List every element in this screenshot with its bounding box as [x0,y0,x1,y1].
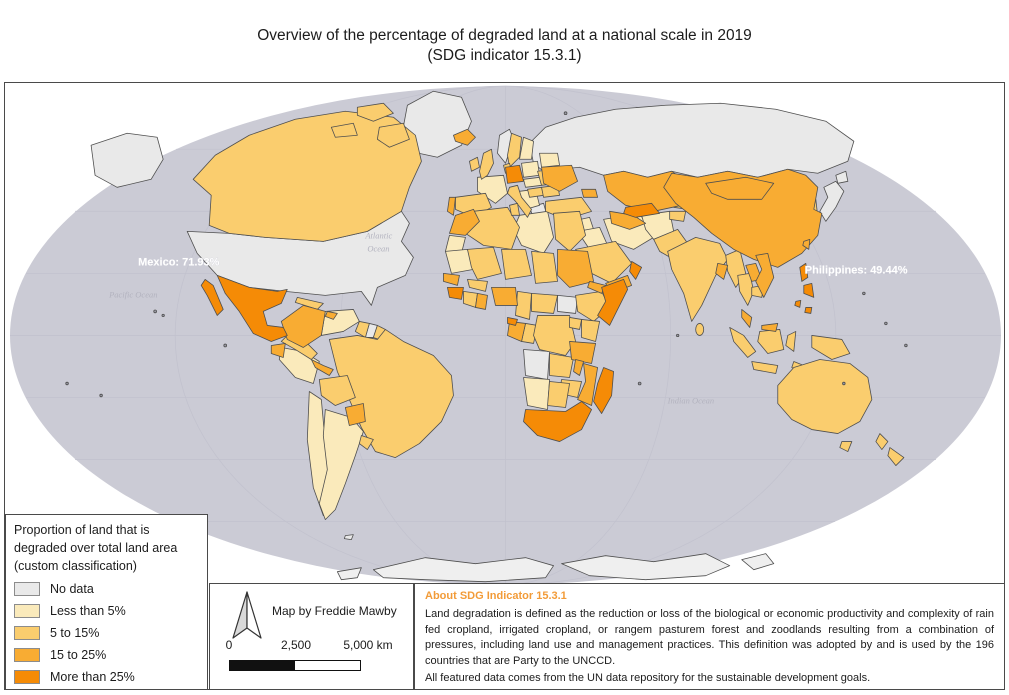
legend-items: No data Less than 5% 5 to 15% 15 to 25% … [14,578,199,688]
about-heading: About SDG Indicator 15.3.1 [425,590,567,602]
legend-swatch-5-to-15 [14,626,40,640]
legend-swatch-no-data [14,582,40,596]
legend-swatch-less-than-5 [14,604,40,618]
countries-no-data [90,90,855,541]
scale-panel: Map by Freddie Mawby 0 2,500 5,000 km [209,583,414,690]
north-arrow-icon [232,591,262,639]
scale-tick-end: 5,000 km [343,638,393,652]
legend-item-less-than-5: Less than 5% [14,600,199,622]
legend-title-line2: degraded over total land area [14,541,178,555]
annotation-philippines: Philippines: 49.44% [805,264,908,276]
legend-label: No data [50,582,94,596]
legend-item-15-to-25: 15 to 25% [14,644,199,666]
scale-bar-empty [295,661,360,670]
small-islands [65,111,908,398]
countries-less-than-5 [278,136,717,521]
legend-label: 5 to 15% [50,626,100,640]
countries-5-to-15 [192,102,905,466]
map-attribution: Map by Freddie Mawby [272,604,397,618]
country-philippines [794,262,815,314]
ocean-label-atlantic-1: Atlantic [364,230,392,240]
scale-bar [229,660,361,671]
map-title-line1: Overview of the percentage of degraded l… [257,27,752,44]
legend-title: Proportion of land that is degraded over… [14,521,199,575]
country-mexico-baja [200,278,224,316]
ocean-label-indian: Indian Ocean [667,396,715,406]
legend-label: More than 25% [50,670,135,684]
scale-bar-filled [230,661,295,670]
map-title: Overview of the percentage of degraded l… [0,26,1009,66]
legend-swatch-more-than-25 [14,670,40,684]
legend-panel: Proportion of land that is degraded over… [5,514,208,690]
about-panel: About SDG Indicator 15.3.1 Land degradat… [414,583,1005,690]
legend-label: 15 to 25% [50,648,107,662]
map-frame: Pacific Ocean Atlantic Ocean Indian Ocea… [4,82,1005,690]
scale-tick-mid: 2,500 [280,638,312,652]
legend-label: Less than 5% [50,604,126,618]
legend-item-more-than-25: More than 25% [14,666,199,688]
ocean-label-pacific: Pacific Ocean [108,289,157,299]
ocean-label-atlantic-2: Ocean [367,243,389,253]
countries-15-to-25 [270,128,823,426]
world-map: Pacific Ocean Atlantic Ocean Indian Ocea… [10,85,1001,586]
legend-title-line3: (custom classification) [14,559,137,573]
countries-more-than-25 [200,164,815,442]
legend-item-no-data: No data [14,578,199,600]
scale-ticks: 0 2,500 5,000 km [210,638,415,654]
about-paragraph-2: All featured data comes from the UN data… [425,672,871,684]
about-paragraph-1: Land degradation is defined as the reduc… [425,608,994,667]
map-title-line2: (SDG indicator 15.3.1) [427,47,582,64]
legend-title-line1: Proportion of land that is [14,523,150,537]
annotation-mexico: Mexico: 71.93% [138,256,220,268]
country-mexico [216,274,288,342]
legend-swatch-15-to-25 [14,648,40,662]
scale-tick-0: 0 [225,638,233,652]
antarctica [336,553,775,583]
legend-item-5-to-15: 5 to 15% [14,622,199,644]
